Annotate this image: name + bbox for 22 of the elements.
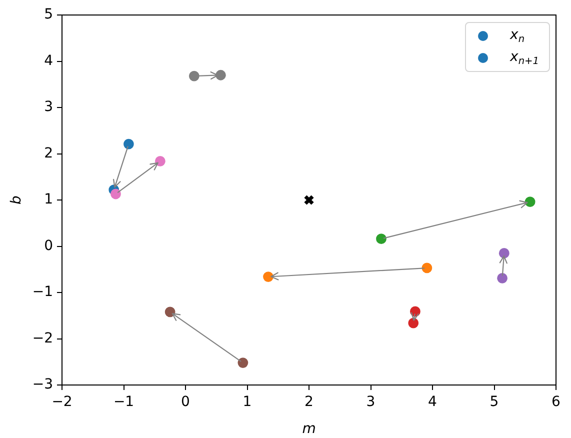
- x-tick-label: 0: [181, 394, 190, 410]
- point: [304, 194, 314, 206]
- x-tick-label: 3: [366, 394, 376, 410]
- legend-label: x$_{n}$: [510, 27, 525, 45]
- y-tick-label: 4: [44, 52, 54, 69]
- y-tick-label: 5: [44, 6, 53, 23]
- x-axis-title: m: [302, 421, 316, 438]
- y-tick-label: −2: [32, 330, 53, 346]
- y-axis-title: b: [8, 195, 25, 204]
- legend-label: x$_{n+1}$: [510, 49, 539, 67]
- x-tick-label: 1: [242, 394, 252, 410]
- x-tick-label: 6: [552, 394, 561, 410]
- y-tick-label: 2: [44, 145, 53, 162]
- y-tick-label: 3: [44, 99, 53, 116]
- x-tick-label: 5: [490, 394, 499, 410]
- y-tick-label: −3: [32, 376, 53, 393]
- y-tick-label: 1: [44, 192, 53, 208]
- x-tick-label: 4: [428, 394, 438, 410]
- x-tick-label: −1: [113, 394, 134, 410]
- y-tick-label: 0: [44, 238, 53, 254]
- y-tick-label: −1: [32, 284, 53, 300]
- x-tick-label: 2: [304, 394, 314, 410]
